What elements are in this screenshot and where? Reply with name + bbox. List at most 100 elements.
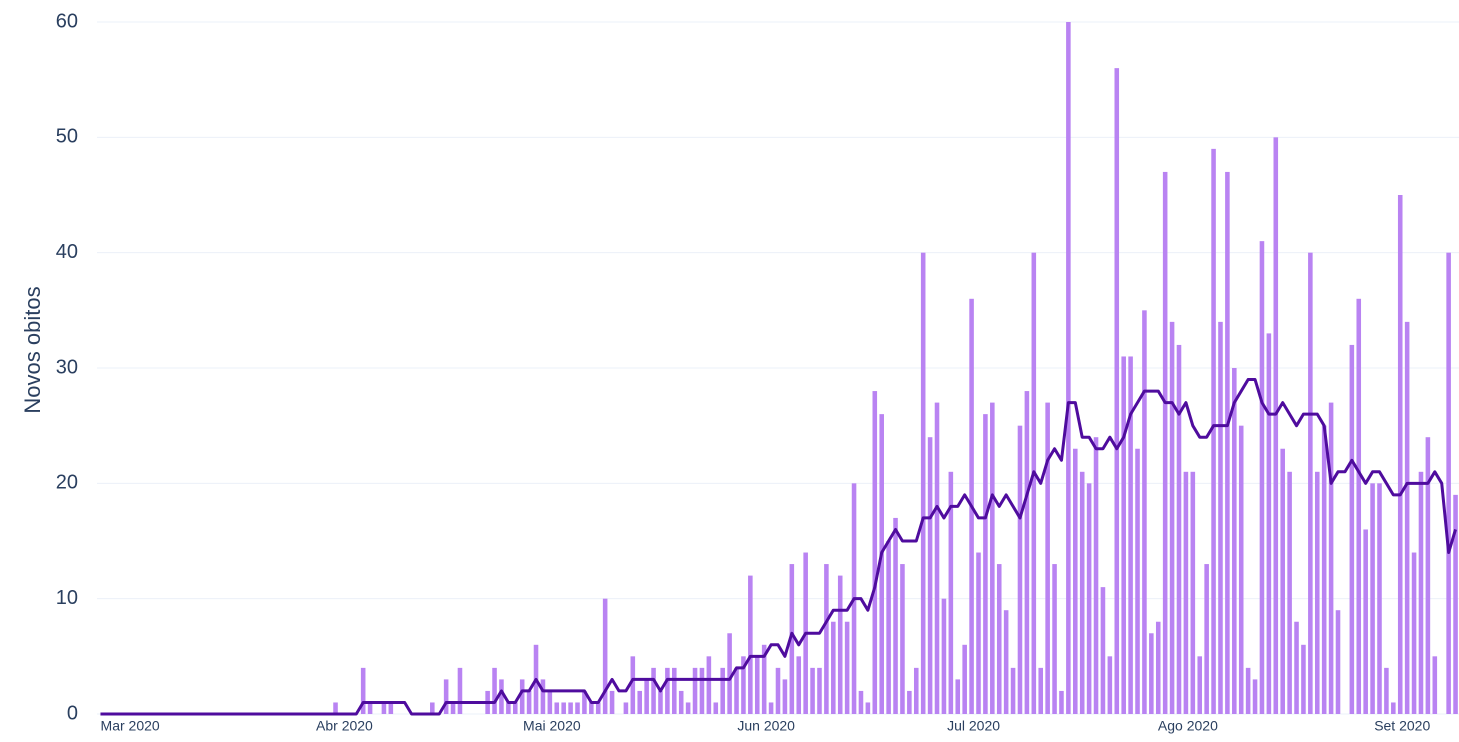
bar	[1107, 656, 1113, 714]
bar	[1218, 321, 1223, 714]
bar	[1176, 344, 1182, 714]
bar	[1238, 425, 1244, 714]
bar	[713, 702, 719, 714]
bar	[1073, 448, 1078, 714]
bar	[1100, 587, 1106, 714]
bar	[665, 667, 670, 714]
bar	[962, 644, 967, 714]
bar	[568, 702, 573, 714]
bar	[1017, 425, 1023, 714]
bar	[1045, 402, 1050, 714]
bar	[1010, 667, 1016, 714]
bar	[1432, 656, 1438, 714]
bar	[499, 679, 504, 714]
bar	[554, 702, 560, 714]
bar	[630, 656, 636, 714]
bar	[443, 679, 449, 714]
bar	[333, 702, 338, 714]
bar	[789, 564, 795, 714]
bar	[1003, 610, 1009, 714]
bar	[727, 633, 732, 714]
bar	[1059, 690, 1064, 714]
x-tick-label: Abr 2020	[316, 718, 373, 734]
bar	[1142, 310, 1147, 714]
bar	[1204, 564, 1209, 714]
bar	[1225, 171, 1230, 714]
bar	[1377, 483, 1382, 714]
bar	[941, 598, 947, 714]
bar	[658, 690, 663, 714]
y-tick-label: 60	[56, 10, 78, 32]
bar	[1397, 195, 1403, 714]
x-tick-label: Mar 2020	[101, 718, 160, 734]
bar	[1384, 667, 1389, 714]
bar	[706, 656, 712, 714]
bar	[927, 437, 933, 714]
bar	[1128, 356, 1133, 714]
bar	[1321, 425, 1327, 714]
bar	[519, 679, 525, 714]
bar	[1418, 471, 1424, 714]
y-tick-label: 20	[56, 472, 78, 494]
bar	[1446, 252, 1451, 714]
bar	[1155, 621, 1161, 714]
bar	[651, 667, 656, 714]
bar	[672, 667, 677, 714]
bar	[955, 679, 961, 714]
bar	[1266, 333, 1272, 714]
bar	[1162, 171, 1168, 714]
y-tick-label: 10	[56, 587, 78, 609]
x-tick-label: Jul 2020	[947, 718, 1000, 734]
bar	[450, 702, 456, 714]
bar	[1052, 564, 1057, 714]
y-tick-label: 50	[56, 126, 78, 148]
bar	[1391, 702, 1396, 714]
bar	[775, 667, 781, 714]
bar	[810, 667, 815, 714]
bar	[360, 667, 366, 714]
bar	[547, 690, 553, 714]
y-tick-label: 40	[56, 241, 78, 263]
bar	[1287, 471, 1292, 714]
bar	[831, 621, 836, 714]
bar	[492, 667, 497, 714]
bar	[865, 702, 871, 714]
bar	[983, 414, 988, 714]
bar	[526, 690, 532, 714]
bar	[457, 667, 463, 714]
bar	[1335, 610, 1341, 714]
bar	[1314, 471, 1320, 714]
bar	[844, 621, 850, 714]
bar	[623, 702, 629, 714]
y-tick-label: 30	[56, 356, 78, 378]
bar	[685, 702, 691, 714]
bar	[734, 667, 739, 714]
x-tick-label: Ago 2020	[1158, 718, 1218, 734]
bar	[934, 402, 940, 714]
bar	[913, 667, 919, 714]
bar	[388, 702, 394, 714]
bar	[1280, 448, 1285, 714]
bar	[768, 702, 774, 714]
bar	[506, 702, 511, 714]
bar	[1031, 252, 1037, 714]
bar	[886, 541, 891, 714]
bar	[589, 702, 594, 714]
bar	[1197, 656, 1203, 714]
bar	[782, 679, 788, 714]
bar	[824, 564, 829, 714]
bar	[1038, 667, 1044, 714]
bar	[1252, 679, 1258, 714]
bar	[1308, 252, 1313, 714]
bar	[1149, 633, 1154, 714]
bar	[817, 667, 822, 714]
bar	[1356, 298, 1362, 714]
bar	[858, 690, 864, 714]
bar	[1024, 391, 1030, 714]
bar	[741, 656, 746, 714]
bar	[1183, 471, 1189, 714]
bar	[1190, 471, 1196, 714]
bar	[1294, 621, 1299, 714]
